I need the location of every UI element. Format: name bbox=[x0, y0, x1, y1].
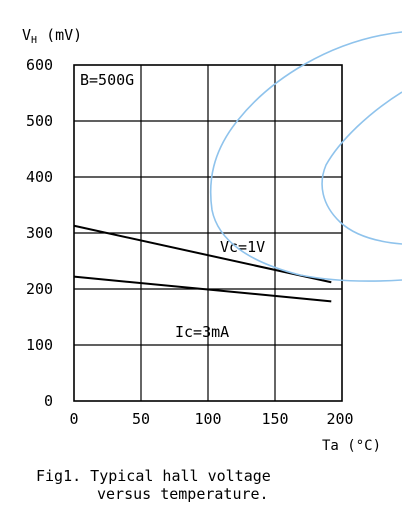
series-lines bbox=[73, 224, 332, 303]
y-tick-0: 0 bbox=[44, 392, 53, 410]
watermark-outer-curve bbox=[209, 31, 402, 282]
x-axis-label: Ta (°C) bbox=[322, 438, 381, 454]
condition-label: B=500G bbox=[80, 71, 134, 89]
y-axis-label-main: V bbox=[22, 26, 31, 44]
y-tick-500: 500 bbox=[26, 112, 53, 130]
y-tick-labels: 0 100 200 300 400 500 600 bbox=[26, 56, 53, 410]
blue-curve-watermark-icon bbox=[209, 31, 402, 282]
figure-caption-line1: Fig1. Typical hall voltage bbox=[36, 467, 271, 485]
y-axis-label-unit: (mV) bbox=[37, 26, 82, 44]
x-tick-100: 100 bbox=[194, 410, 221, 428]
x-tick-labels: 0 50 100 150 200 bbox=[69, 410, 353, 428]
x-tick-150: 150 bbox=[261, 410, 288, 428]
series-label-ic: Ic=3mA bbox=[175, 323, 229, 341]
figure-caption-line2: versus temperature. bbox=[97, 485, 269, 503]
y-axis-label: VH (mV) bbox=[22, 26, 82, 46]
y-axis-label-sub: H bbox=[31, 35, 37, 46]
watermark-inner-curve bbox=[321, 91, 402, 245]
series-line-vc bbox=[73, 224, 332, 284]
series-label-vc: Vc=1V bbox=[220, 238, 265, 256]
series-line-ic bbox=[73, 275, 332, 303]
x-tick-0: 0 bbox=[69, 410, 78, 428]
grid-lines bbox=[74, 65, 342, 401]
y-tick-100: 100 bbox=[26, 336, 53, 354]
x-tick-200: 200 bbox=[326, 410, 353, 428]
y-tick-200: 200 bbox=[26, 280, 53, 298]
y-tick-300: 300 bbox=[26, 224, 53, 242]
x-tick-50: 50 bbox=[132, 410, 150, 428]
y-tick-600: 600 bbox=[26, 56, 53, 74]
y-tick-400: 400 bbox=[26, 168, 53, 186]
